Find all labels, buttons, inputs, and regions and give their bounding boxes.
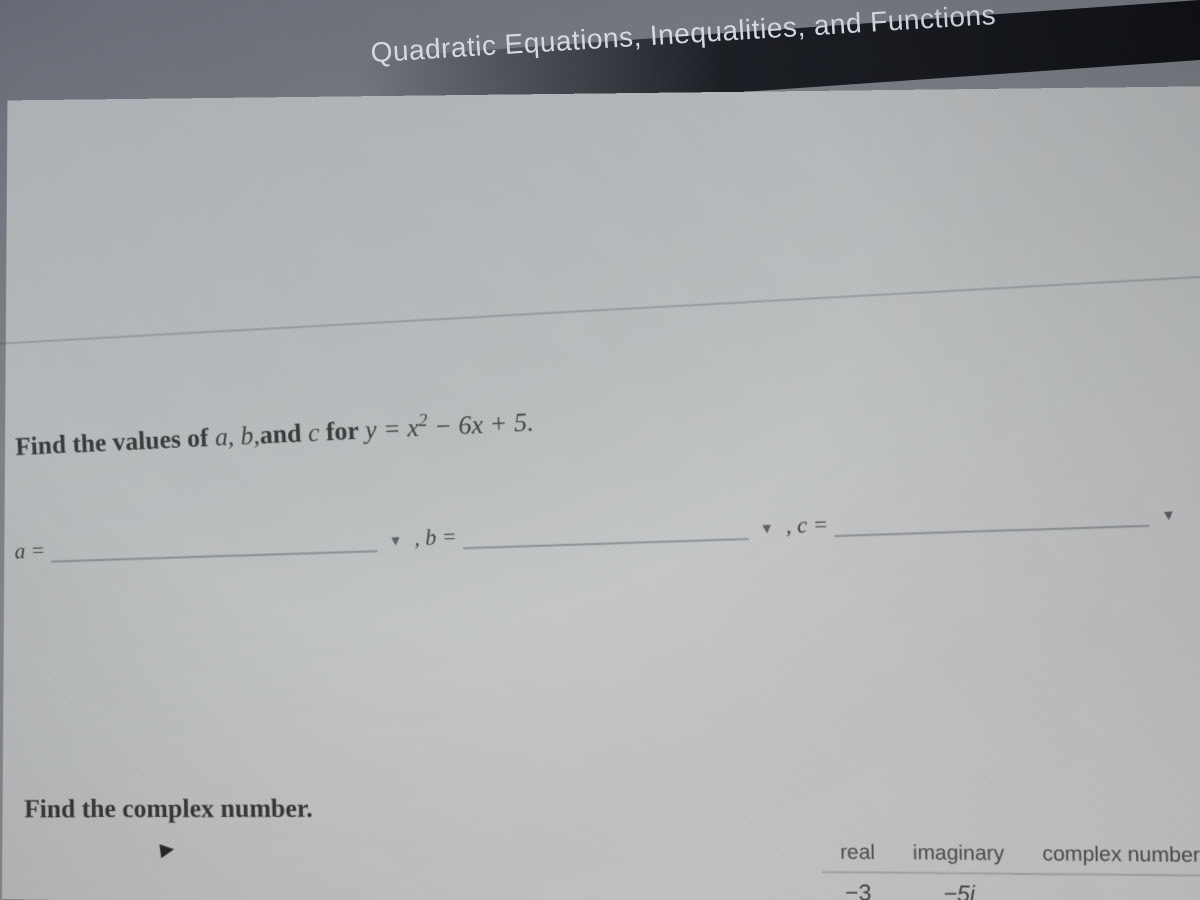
a-input-blank[interactable] — [50, 524, 378, 563]
answer-row: a = ▼ , b = ▼ , c = ▼ — [14, 496, 1197, 564]
chevron-down-icon[interactable]: ▼ — [388, 534, 403, 551]
question-1-prompt: Find the values of a, b,and c for y = x2… — [15, 390, 839, 462]
cell-complex-blank[interactable] — [1024, 874, 1200, 900]
b-input-blank[interactable] — [462, 511, 749, 549]
cursor-icon: ▸ — [158, 830, 176, 866]
divider-line — [0, 273, 1200, 345]
q1-and: and — [259, 418, 308, 449]
col-real: real — [821, 835, 894, 873]
a-label: a = — [14, 537, 45, 563]
cell-imaginary: −5i — [894, 873, 1024, 900]
q2-text: Find the complex number. — [24, 793, 313, 823]
table-row: −3 −5i — [822, 872, 1200, 900]
q1-prefix: Find the values of — [15, 423, 216, 461]
q1-eq-rest: − 6x + 5. — [427, 407, 534, 441]
worksheet-panel: Find the values of a, b,and c for y = x2… — [2, 86, 1200, 900]
q1-eq-lhs: y = x — [364, 413, 419, 445]
c-label: , c = — [785, 511, 829, 538]
table-header-row: real imaginary complex number — [821, 835, 1200, 876]
b-label: , b = — [414, 524, 458, 551]
chevron-down-icon[interactable]: ▼ — [759, 522, 774, 539]
q1-vars: a, b, — [214, 421, 260, 452]
complex-number-table: real imaginary complex number −3 −5i — [821, 835, 1200, 900]
cell-real: −3 — [822, 872, 895, 900]
q1-for: for — [319, 415, 366, 446]
question-2-prompt: Find the complex number. — [24, 793, 313, 824]
col-complex: complex number — [1023, 836, 1200, 875]
c-input-blank[interactable] — [833, 498, 1149, 538]
col-imaginary: imaginary — [894, 835, 1024, 874]
chevron-down-icon[interactable]: ▼ — [1161, 509, 1177, 526]
